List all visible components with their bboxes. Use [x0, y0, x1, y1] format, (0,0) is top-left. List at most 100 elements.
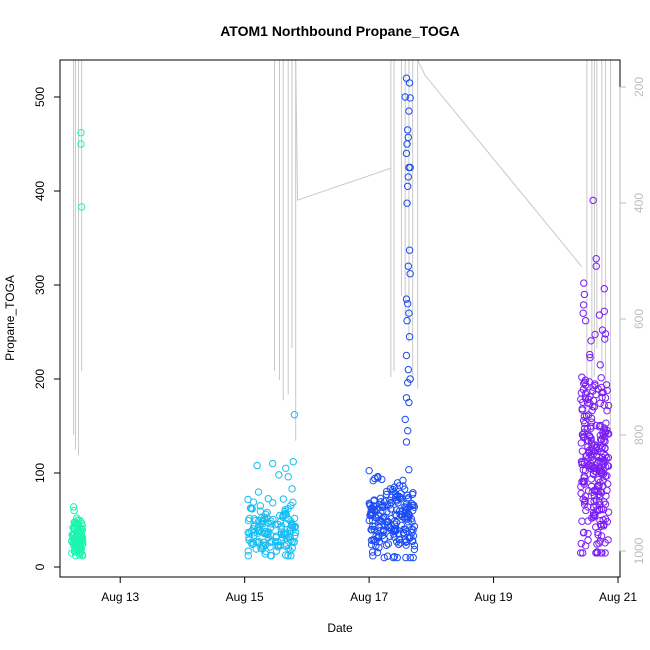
data-point — [400, 525, 408, 533]
data-point — [592, 496, 600, 504]
data-point — [384, 540, 393, 548]
data-point — [404, 173, 413, 181]
data-point — [604, 430, 612, 438]
data-point — [78, 526, 87, 534]
data-point — [600, 307, 609, 316]
right-tick-label: 1000 — [632, 537, 646, 564]
data-point — [400, 513, 409, 521]
data-point — [368, 548, 377, 556]
data-point — [589, 470, 598, 479]
data-point — [577, 539, 585, 548]
data-point — [597, 383, 606, 392]
data-point — [244, 528, 252, 537]
data-point — [399, 476, 407, 485]
data-point — [405, 107, 413, 115]
data-point — [275, 471, 283, 479]
data-point — [594, 481, 602, 489]
data-point — [579, 417, 588, 425]
data-point — [404, 518, 413, 526]
data-point — [596, 431, 604, 440]
data-point — [264, 495, 272, 503]
data-point — [376, 494, 385, 503]
data-point — [603, 386, 611, 395]
data-point — [288, 485, 296, 493]
data-point — [287, 519, 296, 528]
data-point — [584, 395, 593, 403]
data-point — [594, 475, 603, 484]
data-point — [391, 517, 399, 525]
data-point — [600, 424, 608, 432]
data-point — [244, 552, 253, 560]
data-point — [70, 506, 78, 515]
plot-frame — [59, 59, 621, 578]
data-point — [263, 514, 271, 522]
data-point — [410, 545, 419, 554]
data-point — [403, 513, 412, 521]
data-point — [286, 533, 294, 542]
data-point — [390, 552, 399, 561]
data-point — [369, 552, 377, 560]
data-point — [267, 552, 276, 560]
data-point — [374, 533, 382, 541]
data-point — [281, 551, 290, 559]
data-point — [367, 536, 376, 545]
data-point — [401, 536, 409, 544]
data-point — [378, 531, 387, 540]
data-point — [394, 540, 403, 549]
data-point — [397, 521, 406, 530]
data-point — [603, 407, 611, 415]
data-point — [596, 435, 605, 444]
data-point — [254, 526, 263, 534]
data-point — [577, 549, 585, 557]
y-tick-label: 100 — [33, 463, 47, 483]
data-point — [593, 451, 601, 459]
data-point — [406, 553, 415, 562]
data-point — [282, 464, 290, 472]
data-point — [597, 374, 605, 382]
data-point — [390, 483, 399, 491]
data-point — [587, 462, 595, 471]
data-point — [402, 295, 411, 303]
data-point — [595, 311, 604, 319]
y-tick-label: 400 — [33, 181, 47, 201]
data-point — [598, 488, 606, 497]
data-point — [579, 309, 587, 317]
data-point — [588, 488, 596, 497]
data-point — [248, 504, 256, 513]
data-point — [267, 523, 275, 532]
data-point — [405, 79, 414, 87]
data-point — [585, 446, 594, 454]
data-point — [269, 499, 277, 507]
data-point — [286, 524, 294, 532]
data-point — [405, 333, 414, 341]
data-point — [282, 540, 291, 549]
axes-layer: Aug 13 Aug 15 Aug 17 Aug 19 Aug 21 0 100 200 300… — [33, 59, 646, 604]
data-point — [586, 353, 594, 362]
data-point — [403, 182, 412, 191]
data-point — [253, 461, 261, 470]
right-tick-label: 200 — [632, 77, 646, 97]
data-point — [375, 544, 383, 552]
data-point — [581, 542, 590, 550]
data-point — [393, 497, 401, 505]
data-point — [601, 394, 610, 402]
data-point — [580, 279, 588, 287]
data-point — [77, 527, 85, 536]
x-axis-title: Date — [327, 621, 353, 635]
data-point — [279, 495, 288, 503]
data-point — [286, 547, 294, 555]
data-point — [579, 495, 587, 503]
data-point — [601, 437, 609, 446]
x-tick-label: Aug 21 — [599, 590, 637, 604]
data-point — [402, 541, 410, 549]
data-point — [408, 518, 416, 526]
data-point — [581, 376, 590, 384]
data-point — [587, 337, 595, 345]
data-point — [410, 541, 419, 550]
data-point — [288, 537, 296, 546]
data-point — [366, 500, 374, 508]
data-point — [603, 462, 612, 470]
data-point — [405, 309, 413, 317]
data-point — [582, 381, 590, 389]
data-point — [257, 544, 265, 552]
